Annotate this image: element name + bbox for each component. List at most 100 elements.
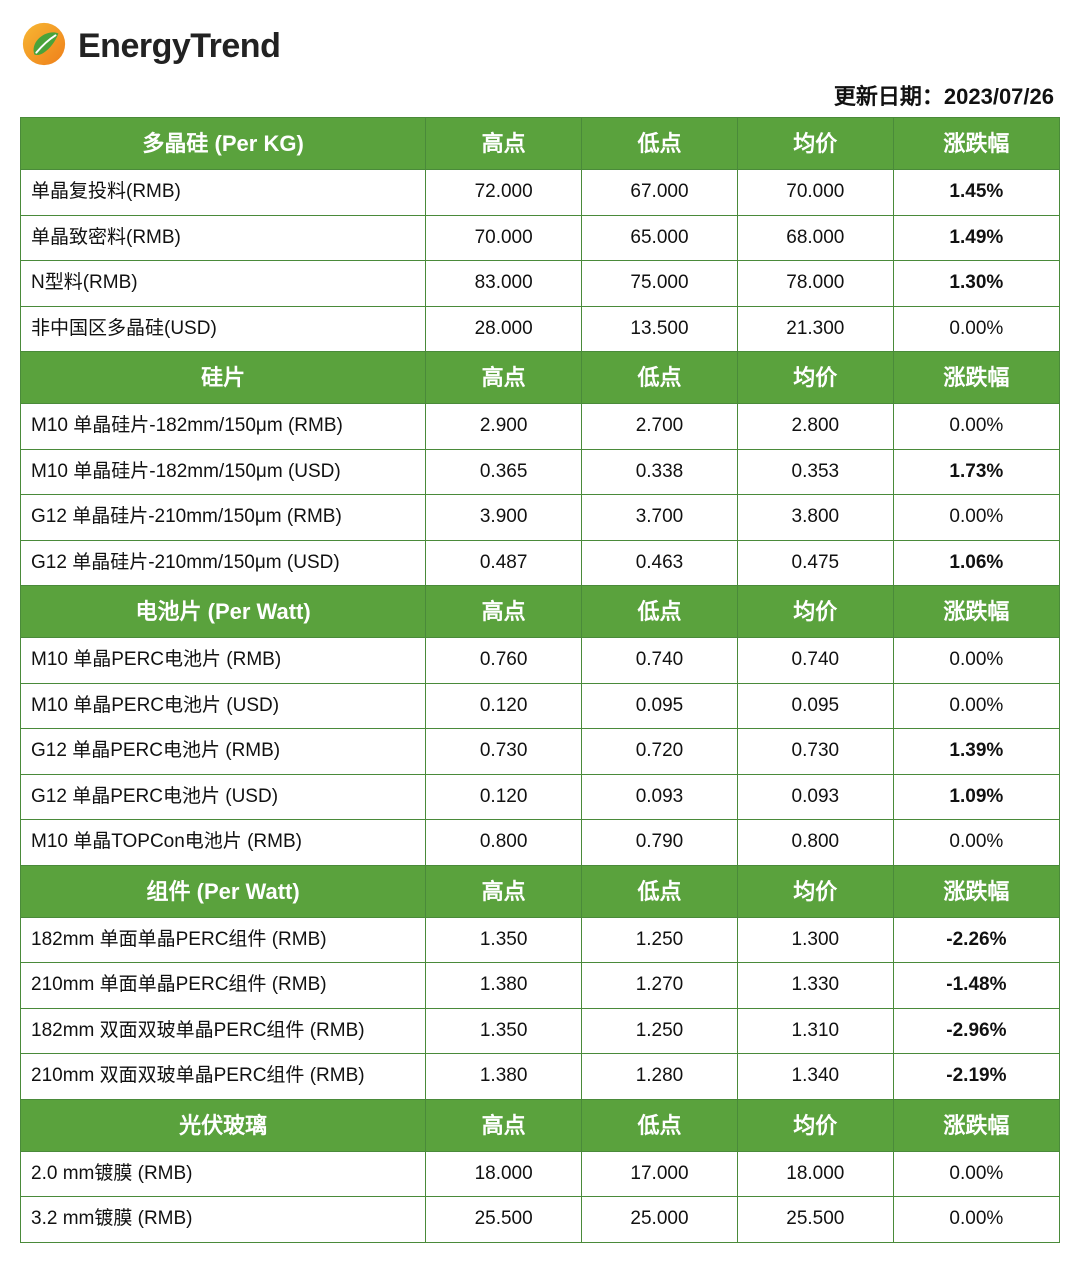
row-change: 1.45% xyxy=(893,170,1059,216)
row-low: 0.463 xyxy=(582,540,738,586)
row-avg: 78.000 xyxy=(737,261,893,307)
table-row: G12 单晶硅片-210mm/150μm (RMB)3.9003.7003.80… xyxy=(21,495,1060,541)
col-low: 低点 xyxy=(582,118,738,170)
row-avg: 21.300 xyxy=(737,306,893,352)
row-change: -2.96% xyxy=(893,1008,1059,1054)
row-low: 0.093 xyxy=(582,774,738,820)
row-name: 2.0 mm镀膜 (RMB) xyxy=(21,1151,426,1197)
row-name: G12 单晶硅片-210mm/150μm (RMB) xyxy=(21,495,426,541)
row-name: 210mm 双面双玻单晶PERC组件 (RMB) xyxy=(21,1054,426,1100)
row-change: 0.00% xyxy=(893,404,1059,450)
row-change: 1.73% xyxy=(893,449,1059,495)
row-change: 0.00% xyxy=(893,683,1059,729)
row-name: 210mm 单面单晶PERC组件 (RMB) xyxy=(21,963,426,1009)
row-high: 1.350 xyxy=(426,1008,582,1054)
row-low: 0.790 xyxy=(582,820,738,866)
row-low: 17.000 xyxy=(582,1151,738,1197)
row-high: 18.000 xyxy=(426,1151,582,1197)
table-row: N型料(RMB)83.00075.00078.0001.30% xyxy=(21,261,1060,307)
col-avg: 均价 xyxy=(737,586,893,638)
row-name: 单晶复投料(RMB) xyxy=(21,170,426,216)
row-avg: 18.000 xyxy=(737,1151,893,1197)
row-high: 83.000 xyxy=(426,261,582,307)
row-change: 0.00% xyxy=(893,638,1059,684)
row-name: G12 单晶PERC电池片 (USD) xyxy=(21,774,426,820)
row-low: 1.250 xyxy=(582,917,738,963)
update-date: 2023/07/26 xyxy=(944,84,1054,109)
table-row: 2.0 mm镀膜 (RMB)18.00017.00018.0000.00% xyxy=(21,1151,1060,1197)
row-name: 3.2 mm镀膜 (RMB) xyxy=(21,1197,426,1243)
row-high: 0.120 xyxy=(426,774,582,820)
col-low: 低点 xyxy=(582,352,738,404)
row-low: 0.720 xyxy=(582,729,738,775)
row-change: 0.00% xyxy=(893,495,1059,541)
brand-header: EnergyTrend xyxy=(20,12,1060,77)
col-avg: 均价 xyxy=(737,118,893,170)
section-header: 电池片 (Per Watt)高点低点均价涨跌幅 xyxy=(21,586,1060,638)
row-name: G12 单晶硅片-210mm/150μm (USD) xyxy=(21,540,426,586)
col-high: 高点 xyxy=(426,865,582,917)
row-avg: 2.800 xyxy=(737,404,893,450)
col-avg: 均价 xyxy=(737,865,893,917)
row-low: 3.700 xyxy=(582,495,738,541)
row-low: 0.740 xyxy=(582,638,738,684)
table-row: M10 单晶PERC电池片 (USD)0.1200.0950.0950.00% xyxy=(21,683,1060,729)
row-avg: 68.000 xyxy=(737,215,893,261)
row-avg: 70.000 xyxy=(737,170,893,216)
table-row: 3.2 mm镀膜 (RMB)25.50025.00025.5000.00% xyxy=(21,1197,1060,1243)
col-low: 低点 xyxy=(582,586,738,638)
row-change: -2.19% xyxy=(893,1054,1059,1100)
row-avg: 0.740 xyxy=(737,638,893,684)
row-avg: 25.500 xyxy=(737,1197,893,1243)
table-row: G12 单晶硅片-210mm/150μm (USD)0.4870.4630.47… xyxy=(21,540,1060,586)
table-row: G12 单晶PERC电池片 (RMB)0.7300.7200.7301.39% xyxy=(21,729,1060,775)
row-high: 0.800 xyxy=(426,820,582,866)
row-avg: 3.800 xyxy=(737,495,893,541)
row-low: 0.095 xyxy=(582,683,738,729)
section-header: 组件 (Per Watt)高点低点均价涨跌幅 xyxy=(21,865,1060,917)
row-name: 182mm 单面单晶PERC组件 (RMB) xyxy=(21,917,426,963)
row-high: 72.000 xyxy=(426,170,582,216)
row-name: M10 单晶TOPCon电池片 (RMB) xyxy=(21,820,426,866)
row-avg: 0.093 xyxy=(737,774,893,820)
section-header: 硅片高点低点均价涨跌幅 xyxy=(21,352,1060,404)
row-low: 1.270 xyxy=(582,963,738,1009)
col-low: 低点 xyxy=(582,1099,738,1151)
row-change: 1.09% xyxy=(893,774,1059,820)
update-date-row: 更新日期：2023/07/26 xyxy=(20,77,1060,117)
col-change: 涨跌幅 xyxy=(893,865,1059,917)
row-change: 0.00% xyxy=(893,1151,1059,1197)
row-change: 1.39% xyxy=(893,729,1059,775)
brand-name: EnergyTrend xyxy=(78,27,280,66)
row-name: N型料(RMB) xyxy=(21,261,426,307)
col-avg: 均价 xyxy=(737,352,893,404)
table-row: M10 单晶硅片-182mm/150μm (USD)0.3650.3380.35… xyxy=(21,449,1060,495)
table-row: 单晶复投料(RMB)72.00067.00070.0001.45% xyxy=(21,170,1060,216)
row-high: 2.900 xyxy=(426,404,582,450)
section-title: 硅片 xyxy=(21,352,426,404)
leaf-icon xyxy=(20,20,68,73)
price-table: 多晶硅 (Per KG)高点低点均价涨跌幅单晶复投料(RMB)72.00067.… xyxy=(20,117,1060,1243)
row-name: M10 单晶PERC电池片 (RMB) xyxy=(21,638,426,684)
row-avg: 1.330 xyxy=(737,963,893,1009)
row-change: 1.30% xyxy=(893,261,1059,307)
row-low: 65.000 xyxy=(582,215,738,261)
row-change: 0.00% xyxy=(893,1197,1059,1243)
row-high: 0.730 xyxy=(426,729,582,775)
table-row: 182mm 单面单晶PERC组件 (RMB)1.3501.2501.300-2.… xyxy=(21,917,1060,963)
row-change: -2.26% xyxy=(893,917,1059,963)
table-row: 210mm 双面双玻单晶PERC组件 (RMB)1.3801.2801.340-… xyxy=(21,1054,1060,1100)
section-title: 光伏玻璃 xyxy=(21,1099,426,1151)
col-change: 涨跌幅 xyxy=(893,1099,1059,1151)
col-change: 涨跌幅 xyxy=(893,352,1059,404)
row-change: 1.06% xyxy=(893,540,1059,586)
table-row: 182mm 双面双玻单晶PERC组件 (RMB)1.3501.2501.310-… xyxy=(21,1008,1060,1054)
row-high: 70.000 xyxy=(426,215,582,261)
row-high: 1.380 xyxy=(426,963,582,1009)
row-change: -1.48% xyxy=(893,963,1059,1009)
row-high: 0.760 xyxy=(426,638,582,684)
row-name: 单晶致密料(RMB) xyxy=(21,215,426,261)
row-high: 0.120 xyxy=(426,683,582,729)
row-name: G12 单晶PERC电池片 (RMB) xyxy=(21,729,426,775)
row-low: 1.250 xyxy=(582,1008,738,1054)
